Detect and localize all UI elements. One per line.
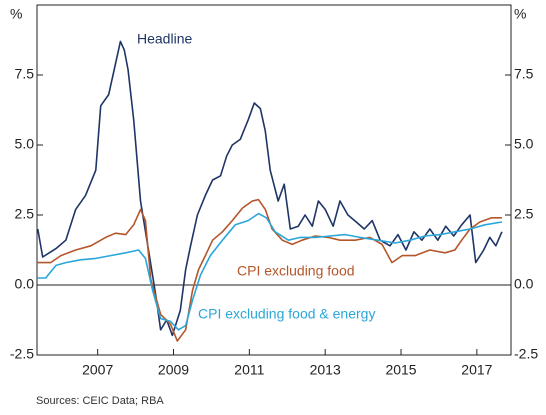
x-tick-label: 2009 xyxy=(158,362,189,378)
y-tick-label-right: 2.5 xyxy=(514,206,534,222)
y-tick-label-left: -2.5 xyxy=(10,346,34,362)
y-axis-unit-right: % xyxy=(514,6,526,22)
x-tick-label: 2015 xyxy=(385,362,416,378)
y-tick-label-left: 7.5 xyxy=(15,66,35,82)
x-tick-label: 2013 xyxy=(310,362,341,378)
x-tick-label: 2007 xyxy=(82,362,113,378)
plot-frame xyxy=(36,4,512,356)
x-tick-label: 2017 xyxy=(461,362,492,378)
x-tick-label: 2011 xyxy=(234,362,264,378)
series-label: CPI excluding food xyxy=(237,263,355,279)
y-tick-label-left: 2.5 xyxy=(15,206,35,222)
y-tick-label-left: 0.0 xyxy=(15,276,35,292)
y-tick-label-left: 5.0 xyxy=(15,136,35,152)
source-note: Sources: CEIC Data; RBA xyxy=(36,395,164,407)
y-tick-label-right: 0.0 xyxy=(514,276,534,292)
series-line xyxy=(36,40,503,337)
y-tick-label-right: 5.0 xyxy=(514,136,534,152)
series-label: Headline xyxy=(137,31,192,47)
series-label: CPI excluding food & energy xyxy=(198,306,375,322)
series-line xyxy=(37,198,502,342)
y-tick-label-right: 7.5 xyxy=(514,66,534,82)
series-line xyxy=(37,212,503,331)
y-axis-unit-left: % xyxy=(10,6,22,22)
y-tick-label-right: -2.5 xyxy=(514,346,538,362)
